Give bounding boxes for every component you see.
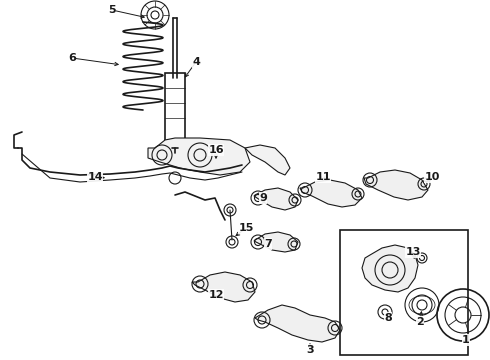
Text: 14: 14 (87, 172, 103, 182)
Polygon shape (192, 272, 255, 302)
Text: 11: 11 (315, 172, 331, 182)
Text: 4: 4 (192, 57, 200, 67)
Text: 9: 9 (259, 193, 267, 203)
Bar (340, 230, 468, 355)
Text: 1: 1 (462, 335, 470, 345)
Text: 13: 13 (405, 247, 421, 257)
Polygon shape (254, 232, 298, 252)
Polygon shape (254, 188, 298, 210)
Text: 6: 6 (68, 53, 76, 63)
Bar (165, 73, 185, 148)
Polygon shape (245, 145, 290, 175)
Text: 2: 2 (416, 317, 424, 327)
Text: 15: 15 (238, 223, 254, 233)
Polygon shape (362, 245, 418, 292)
Text: 7: 7 (264, 239, 272, 249)
Text: 5: 5 (108, 5, 116, 15)
Polygon shape (255, 305, 340, 342)
Text: 16: 16 (208, 145, 224, 155)
Polygon shape (364, 170, 428, 200)
Polygon shape (148, 138, 250, 175)
Text: 12: 12 (208, 290, 224, 300)
Text: 8: 8 (384, 313, 392, 323)
Polygon shape (300, 180, 362, 207)
Text: 10: 10 (424, 172, 440, 182)
Text: 3: 3 (306, 345, 314, 355)
